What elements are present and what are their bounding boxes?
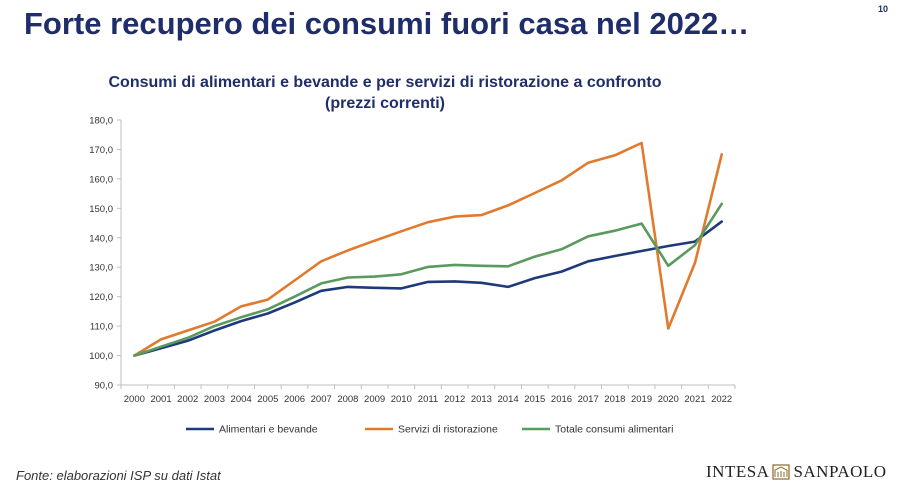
x-tick-label: 2005 xyxy=(257,394,278,405)
x-tick-label: 2000 xyxy=(124,394,145,405)
x-tick-label: 2019 xyxy=(631,394,652,405)
y-tick-label: 170,0 xyxy=(89,145,113,156)
y-tick-label: 120,0 xyxy=(89,292,113,303)
legend-label-3: Totale consumi alimentari xyxy=(555,424,673,436)
series-line-3 xyxy=(133,202,724,357)
x-tick-label: 2004 xyxy=(231,394,252,405)
legend-label-1: Alimentari e bevande xyxy=(219,424,318,436)
y-tick-label: 110,0 xyxy=(90,322,113,333)
x-tick-label: 2008 xyxy=(337,394,358,405)
x-tick-label: 2015 xyxy=(524,394,545,405)
x-tick-label: 2016 xyxy=(551,394,572,405)
y-tick-label: 140,0 xyxy=(89,233,113,244)
y-tick-label: 150,0 xyxy=(89,204,113,215)
intesa-sanpaolo-logo: INTESA SANPAOLO xyxy=(706,462,887,482)
x-tick-label: 2013 xyxy=(471,394,492,405)
chart-subtitle: (prezzi correnti) xyxy=(324,95,445,112)
x-tick-label: 2011 xyxy=(418,394,438,405)
y-tick-label: 100,0 xyxy=(89,351,113,362)
logo-mark-icon xyxy=(772,464,791,480)
chart-axes: 90,0 100,0 110,0 120,0 130,0 140,0 150,0 160,0 1… xyxy=(89,116,736,405)
x-tick-label: 2022 xyxy=(711,394,732,405)
source-note: Fonte: elaborazioni ISP su dati Istat xyxy=(16,468,221,483)
x-tick-label: 2018 xyxy=(604,394,625,405)
x-tick-label: 2021 xyxy=(684,394,705,405)
slide-title: Forte recupero dei consumi fuori casa ne… xyxy=(24,6,750,41)
chart-series xyxy=(133,141,724,357)
logo-text-left: INTESA xyxy=(706,462,770,481)
legend-label-2: Servizi di ristorazione xyxy=(398,424,498,436)
x-tick-label: 2020 xyxy=(658,394,679,405)
y-tick-label: 160,0 xyxy=(89,174,113,185)
chart-title-block: Consumi di alimentari e bevande e per se… xyxy=(100,72,670,114)
series-line-1 xyxy=(133,220,724,357)
chart-legend: Alimentari e bevande Servizi di ristorazi… xyxy=(186,424,673,436)
y-tick-label: 180,0 xyxy=(89,116,113,127)
y-tick-label: 90,0 xyxy=(95,381,114,392)
x-tick-label: 2001 xyxy=(150,394,171,405)
x-tick-label: 2007 xyxy=(311,394,332,405)
x-tick-label: 2010 xyxy=(391,394,412,405)
x-tick-label: 2017 xyxy=(578,394,599,405)
x-tick-label: 2003 xyxy=(204,394,225,405)
y-tick-label: 130,0 xyxy=(89,263,113,274)
page-number: 10 xyxy=(877,4,888,14)
x-tick-label: 2006 xyxy=(284,394,305,405)
chart-title: Consumi di alimentari e bevande e per se… xyxy=(108,74,662,91)
x-tick-label: 2014 xyxy=(498,394,519,405)
x-tick-label: 2012 xyxy=(444,394,465,405)
x-tick-label: 2009 xyxy=(364,394,385,405)
series-line-2 xyxy=(133,141,724,357)
logo-text-right: SANPAOLO xyxy=(793,462,887,481)
x-tick-label: 2002 xyxy=(177,394,198,405)
